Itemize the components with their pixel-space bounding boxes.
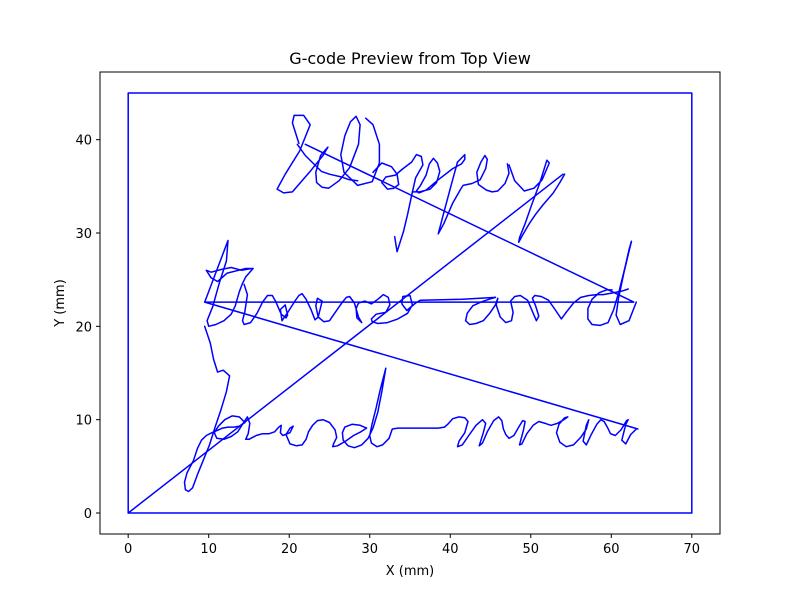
toolpath-line-8: [203, 143, 639, 430]
x-axis-ticks: 0 10 20 30 40 50 60 70: [124, 534, 700, 557]
chart-title: G-code Preview from Top View: [289, 49, 531, 68]
x-tick-label: 10: [200, 542, 217, 557]
toolpath-line-13: [464, 294, 567, 326]
toolpath-line-3: [276, 114, 381, 194]
x-tick-label: 30: [361, 542, 378, 557]
x-tick-label: 70: [684, 542, 701, 557]
plot-area: [100, 72, 720, 534]
x-tick-label: 60: [603, 542, 620, 557]
toolpath-line-5: [411, 153, 466, 194]
toolpath-line-6: [437, 154, 510, 235]
x-tick-label: 0: [124, 542, 132, 557]
toolpath-line-9: [203, 239, 254, 328]
toolpath-line-18: [213, 415, 368, 448]
toolpath-line-12: [414, 296, 497, 304]
toolpath-line-10: [205, 266, 254, 283]
x-axis-label: X (mm): [386, 564, 435, 579]
y-axis-ticks: 0 10 20 30 40: [75, 134, 100, 522]
x-tick-label: 20: [281, 542, 298, 557]
series-layer: [127, 92, 693, 514]
y-axis-label: Y (mm): [53, 279, 68, 328]
x-tick-label: 40: [442, 542, 459, 557]
toolpath-line-2: [296, 143, 359, 182]
y-tick-label: 10: [75, 414, 92, 429]
toolpath-line-0: [127, 92, 693, 514]
toolpath-line-21: [443, 416, 638, 448]
toolpath-line-4: [372, 153, 424, 253]
y-tick-label: 30: [75, 227, 92, 242]
toolpath-line-7: [508, 159, 566, 244]
plot-frame: [99, 71, 721, 535]
toolpath-line-17: [183, 325, 246, 493]
toolpath-line-19: [341, 367, 390, 449]
y-tick-label: 0: [84, 507, 92, 522]
toolpath-line-11: [241, 283, 417, 326]
x-tick-label: 50: [523, 542, 540, 557]
y-tick-label: 20: [75, 320, 92, 335]
toolpath-line-16: [615, 240, 638, 326]
toolpath-line-20: [388, 426, 446, 440]
y-tick-label: 40: [75, 134, 92, 149]
